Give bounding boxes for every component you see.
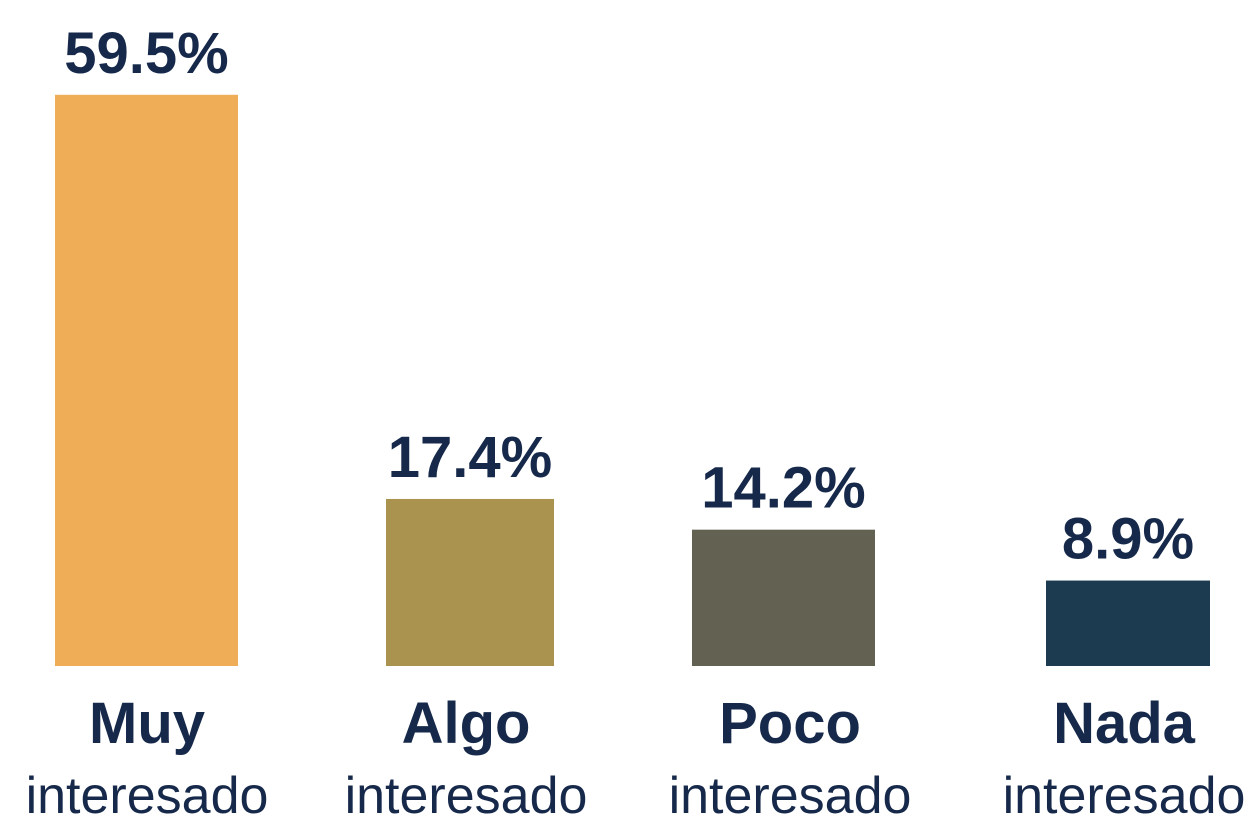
bar bbox=[692, 529, 875, 666]
category-sublabel: interesado bbox=[1003, 767, 1246, 823]
value-label: 59.5% bbox=[64, 21, 228, 86]
category-label: Poco bbox=[719, 691, 861, 756]
value-label: 8.9% bbox=[1062, 507, 1194, 572]
category-label: Algo bbox=[402, 691, 531, 756]
bar bbox=[55, 94, 238, 667]
bar bbox=[1046, 580, 1210, 666]
category-label: Muy bbox=[89, 691, 205, 756]
value-label: 17.4% bbox=[388, 425, 552, 490]
value-label: 14.2% bbox=[701, 456, 865, 521]
category-sublabel: interesado bbox=[26, 767, 269, 823]
category-label: Nada bbox=[1053, 691, 1196, 756]
bar bbox=[386, 498, 554, 666]
category-sublabel: interesado bbox=[669, 767, 912, 823]
category-sublabel: interesado bbox=[345, 767, 588, 823]
